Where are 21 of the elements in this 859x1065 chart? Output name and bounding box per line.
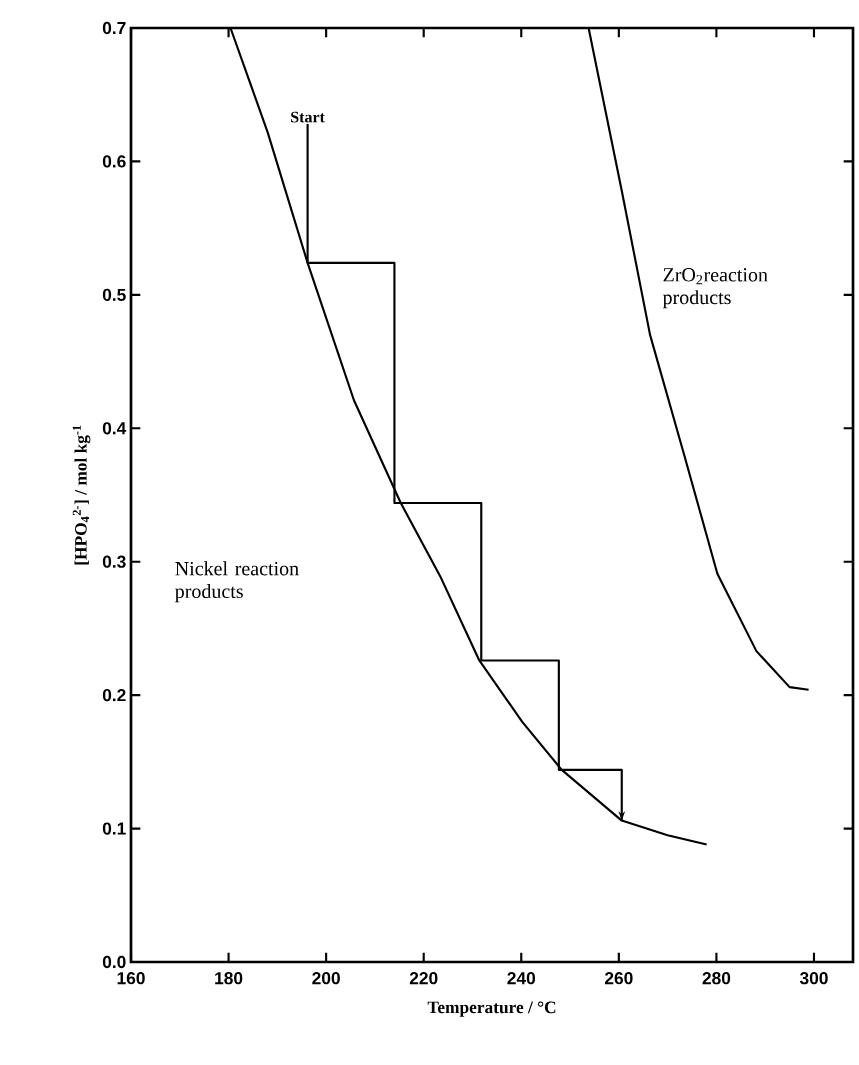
x-tick-label: 280 bbox=[702, 972, 731, 985]
x-tick-label: 180 bbox=[215, 972, 243, 985]
y-axis-title: [HPO$_{4}$$^{2-}$] / mol kg$^{-1}$ bbox=[72, 425, 91, 565]
y-tick-label: 0.7 bbox=[102, 21, 126, 35]
y-tick-label: 0.5 bbox=[102, 288, 126, 301]
y-tick-label: 0.4 bbox=[102, 422, 127, 435]
y-tick-label: 0.3 bbox=[102, 555, 126, 568]
y-tick-label: 0.1 bbox=[102, 822, 126, 835]
x-tick-label: 260 bbox=[604, 972, 633, 985]
x-tick-label: 300 bbox=[799, 972, 828, 985]
x-tick-label: 220 bbox=[409, 972, 438, 985]
x-tick-label: 200 bbox=[312, 972, 340, 985]
x-tick-label: 240 bbox=[507, 972, 536, 985]
y-tick-label: 0.2 bbox=[102, 689, 126, 702]
y-tick-label: 0.0 bbox=[102, 955, 126, 969]
x-axis-title: Temperature / °C bbox=[427, 1001, 556, 1017]
y-tick-label: 0.6 bbox=[102, 155, 126, 168]
annotation: Start bbox=[291, 111, 325, 123]
annotation: ZrO$_{2}$reaction products bbox=[662, 268, 768, 309]
annotation: Nickel reaction products bbox=[175, 561, 299, 603]
x-tick-label: 160 bbox=[117, 972, 145, 985]
